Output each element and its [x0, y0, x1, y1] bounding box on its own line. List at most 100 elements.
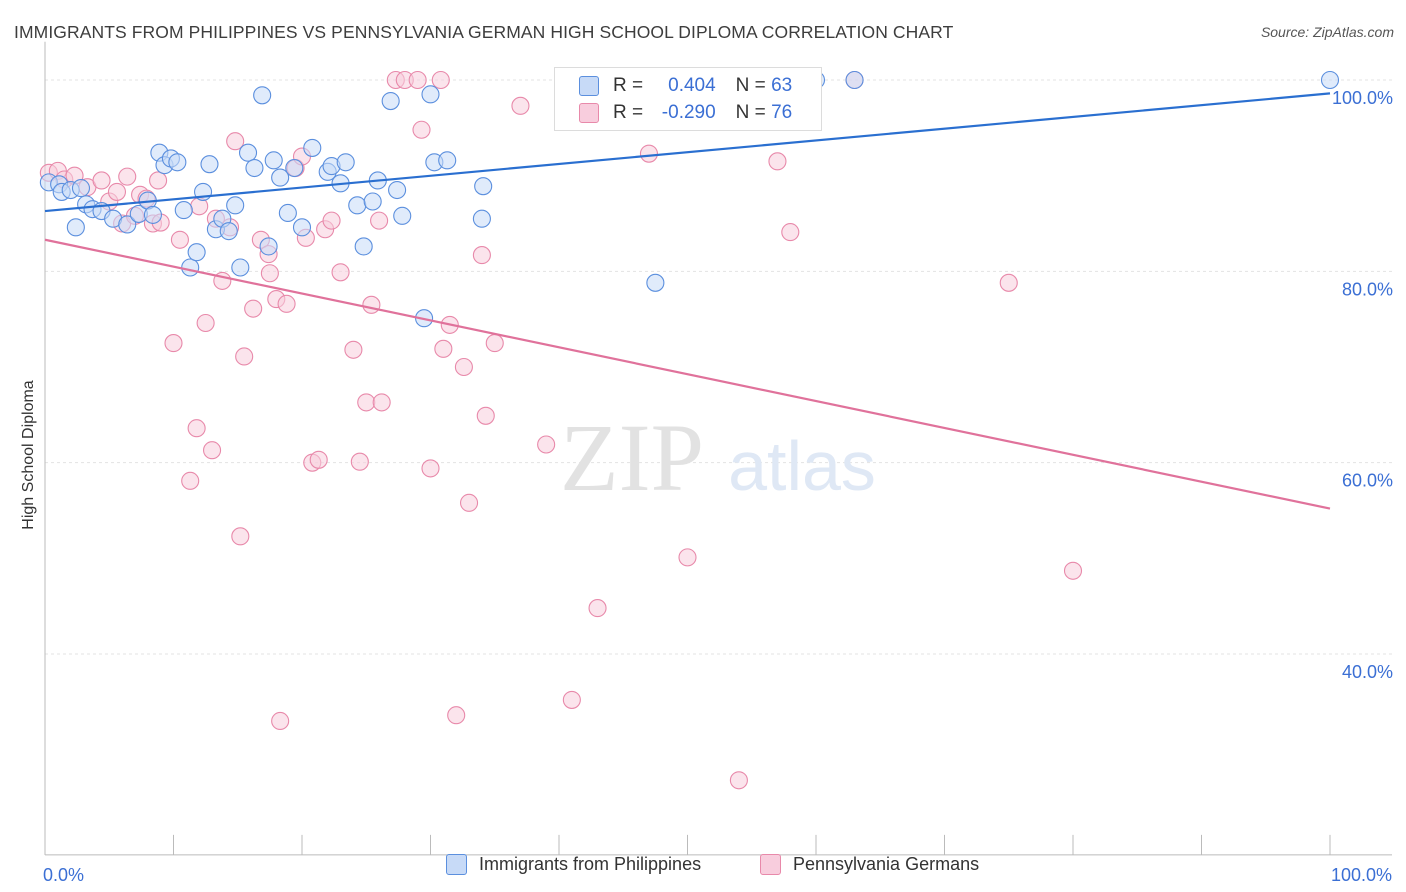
point-pennsylvania-germans — [999, 273, 1018, 292]
point-pennsylvania-germans — [678, 548, 697, 567]
point-philippines — [354, 237, 373, 256]
point-philippines — [278, 203, 297, 223]
point-philippines — [474, 177, 493, 196]
point-pennsylvania-germans — [434, 339, 453, 358]
point-pennsylvania-germans — [472, 246, 491, 265]
point-pennsylvania-germans — [344, 340, 363, 359]
x-tick-label: 100.0% — [1331, 865, 1392, 885]
point-pennsylvania-germans — [1063, 561, 1083, 580]
point-philippines — [363, 192, 382, 211]
watermark-atlas: atlas — [728, 427, 876, 505]
legend-swatch-blue — [446, 853, 467, 875]
point-philippines — [181, 258, 200, 277]
point-pennsylvania-germans — [729, 771, 748, 790]
point-pennsylvania-germans — [170, 230, 189, 249]
point-pennsylvania-germans — [309, 450, 328, 469]
legend-series-name: Pennsylvania Germans — [793, 853, 980, 874]
watermark: ZIP atlas — [560, 404, 876, 511]
point-pennsylvania-germans — [226, 132, 245, 151]
point-pennsylvania-germans — [181, 471, 200, 490]
point-philippines — [388, 180, 407, 200]
point-pennsylvania-germans — [362, 295, 381, 314]
watermark-zip: ZIP — [560, 404, 704, 511]
legend-item-philippines: Immigrants from Philippines — [446, 852, 701, 876]
legend-n-value: 63 — [771, 75, 793, 96]
point-pennsylvania-germans — [357, 393, 376, 412]
point-philippines — [845, 70, 864, 90]
point-pennsylvania-germans — [149, 171, 168, 190]
y-tick-label: 40.0% — [1342, 662, 1393, 682]
point-philippines — [174, 201, 193, 220]
point-pennsylvania-germans — [588, 599, 607, 618]
point-pennsylvania-germans — [331, 263, 350, 282]
point-pennsylvania-germans — [260, 264, 279, 283]
point-philippines — [168, 153, 187, 172]
tick-labels: 40.0% 60.0% 80.0% 100.0% 0.0% 100.0% — [43, 88, 1393, 885]
point-philippines — [421, 85, 440, 104]
legend-series-name: Immigrants from Philippines — [479, 853, 702, 874]
point-philippines — [381, 91, 400, 111]
legend-swatch-pink — [579, 103, 599, 123]
point-pennsylvania-germans — [370, 211, 389, 230]
point-pennsylvania-germans — [412, 120, 431, 139]
trendline-pink — [44, 238, 1331, 510]
point-philippines — [66, 218, 85, 237]
point-pennsylvania-germans — [118, 167, 137, 186]
point-philippines — [646, 273, 665, 292]
point-philippines — [438, 151, 457, 170]
point-pennsylvania-germans — [92, 171, 111, 190]
legend-r-value: 0.404 — [668, 75, 716, 96]
point-pennsylvania-germans — [511, 96, 530, 115]
point-philippines — [336, 153, 355, 172]
y-tick-label: 80.0% — [1342, 279, 1393, 299]
legend-r-value: -0.290 — [661, 102, 716, 123]
point-philippines — [143, 205, 162, 224]
point-pennsylvania-germans — [431, 70, 450, 90]
point-pennsylvania-germans — [372, 393, 391, 412]
point-pennsylvania-germans — [459, 493, 479, 512]
legend-n-label: N = — [735, 102, 766, 123]
legend-swatch-blue — [579, 76, 599, 96]
point-pennsylvania-germans — [244, 299, 263, 318]
point-philippines — [285, 158, 304, 178]
point-pennsylvania-germans — [768, 152, 787, 171]
legend-n-label: N = — [735, 75, 766, 96]
point-philippines — [219, 222, 238, 241]
point-philippines — [303, 138, 322, 157]
source-credit: Source: ZipAtlas.com — [1260, 24, 1394, 40]
legend-row-pennsylvania-germans: R = -0.290 N = 76 — [579, 101, 792, 125]
point-pennsylvania-germans — [476, 406, 495, 425]
point-philippines — [245, 158, 264, 178]
point-philippines — [1320, 70, 1340, 90]
point-philippines — [71, 179, 91, 198]
correlation-legend: R = 0.404 N = 63 R = -0.290 N = 76 — [554, 67, 822, 131]
x-tick-label: 0.0% — [43, 865, 84, 885]
legend-n-value: 76 — [771, 102, 793, 123]
point-philippines — [271, 168, 290, 187]
point-philippines — [231, 258, 250, 277]
legend-swatch-pink — [760, 853, 781, 875]
point-philippines — [393, 206, 412, 225]
point-pennsylvania-germans — [187, 419, 206, 438]
legend-r-label: R = — [613, 102, 644, 123]
point-pennsylvania-germans — [447, 706, 466, 725]
point-pennsylvania-germans — [277, 294, 296, 313]
point-pennsylvania-germans — [196, 313, 215, 333]
point-pennsylvania-germans — [322, 211, 341, 230]
point-philippines — [118, 215, 137, 234]
point-pennsylvania-germans — [107, 182, 127, 201]
legend-row-philippines: R = 0.404 N = 63 — [579, 74, 792, 98]
legend-item-pennsylvania-germans: Pennsylvania Germans — [760, 852, 979, 876]
series-pennsylvania-germans — [39, 70, 1083, 790]
point-philippines — [259, 237, 278, 256]
point-pennsylvania-germans — [408, 70, 427, 90]
point-philippines — [226, 196, 245, 215]
point-philippines — [200, 155, 219, 174]
point-pennsylvania-germans — [164, 334, 183, 353]
point-philippines — [348, 196, 367, 215]
point-pennsylvania-germans — [537, 435, 556, 454]
point-pennsylvania-germans — [562, 690, 581, 709]
point-pennsylvania-germans — [231, 527, 250, 546]
point-philippines — [253, 86, 272, 105]
